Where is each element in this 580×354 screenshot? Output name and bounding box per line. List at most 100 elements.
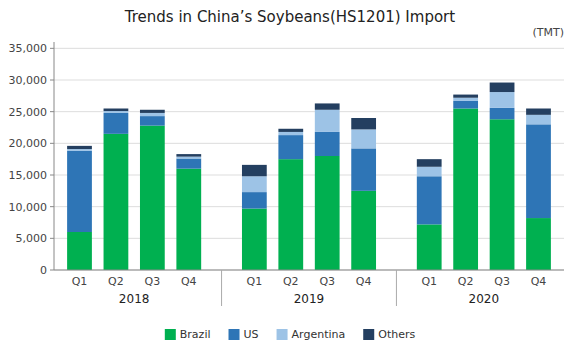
x-tick-label: Q4 (356, 275, 372, 288)
y-tick (50, 175, 54, 176)
bar-segment (490, 83, 515, 93)
legend-swatch (165, 329, 176, 340)
group-label: 2020 (469, 292, 500, 306)
chart: Trends in China’s Soybeans(HS1201) Impor… (0, 0, 580, 354)
y-tick (50, 270, 54, 271)
legend: Brazil US Argentina Others (165, 328, 416, 341)
group-label: 2019 (294, 292, 325, 306)
grid-line (54, 270, 564, 271)
bar-segment (351, 118, 376, 129)
legend-swatch (229, 329, 240, 340)
bar-segment (67, 149, 92, 151)
unit-label: (TMT) (532, 26, 564, 39)
y-tick-label: 35,000 (9, 42, 48, 55)
x-tick-label: Q1 (72, 275, 88, 288)
grid-line (54, 48, 564, 49)
y-tick-label: 25,000 (9, 106, 48, 119)
bar-segment (242, 176, 267, 192)
bar-segment (278, 159, 303, 270)
y-tick-label: 5,000 (16, 232, 48, 245)
bar-segment (278, 129, 303, 132)
x-tick-label: Q2 (283, 275, 299, 288)
bar-segment (140, 126, 165, 270)
bar-segment (315, 103, 340, 109)
y-axis (54, 42, 55, 270)
bar-segment (526, 124, 551, 218)
legend-label: Others (378, 328, 415, 341)
group-separator (221, 270, 222, 306)
x-tick-label: Q4 (531, 275, 547, 288)
bar-segment (176, 154, 201, 157)
bar-segment (278, 135, 303, 159)
bars (67, 83, 551, 270)
x-tick-label: Q3 (145, 275, 161, 288)
bar-segment (104, 134, 129, 270)
bar-segment (490, 108, 515, 119)
bar-segment (453, 98, 478, 101)
legend-item: Brazil (165, 328, 211, 341)
bar-segment (315, 132, 340, 156)
bar-segment (453, 109, 478, 271)
y-tick-label: 0 (40, 264, 47, 277)
y-tick-label: 15,000 (9, 169, 48, 182)
legend-item: Others (363, 328, 415, 341)
bar-segment (315, 110, 340, 132)
bar-segment (351, 191, 376, 270)
x-tick-label: Q1 (247, 275, 263, 288)
bar-segment (140, 116, 165, 126)
bar-segment (490, 92, 515, 108)
legend-item: Argentina (277, 328, 346, 341)
bar-segment (242, 209, 267, 270)
bar-segment (315, 156, 340, 270)
legend-item: US (229, 328, 259, 341)
bar-segment (417, 167, 442, 177)
bar-segment (67, 232, 92, 270)
grid-line (54, 238, 564, 239)
bar-segment (242, 192, 267, 208)
y-tick (50, 48, 54, 49)
legend-label: Argentina (292, 328, 346, 341)
y-tick-label: 30,000 (9, 74, 48, 87)
bar-segment (140, 113, 165, 116)
bar-segment (417, 159, 442, 167)
legend-swatch (277, 329, 288, 340)
grid-line (54, 175, 564, 176)
y-tick (50, 111, 54, 112)
group-label: 2018 (119, 292, 150, 306)
bar-segment (104, 111, 129, 113)
bar-segment (526, 218, 551, 270)
y-tick (50, 143, 54, 144)
x-tick-label: Q1 (421, 275, 437, 288)
y-tick-label: 20,000 (9, 137, 48, 150)
bar-segment (67, 146, 92, 149)
bar-segment (278, 132, 303, 135)
bar-segment (176, 157, 201, 159)
title: Trends in China’s Soybeans(HS1201) Impor… (124, 8, 455, 26)
x-tick-label: Q3 (319, 275, 335, 288)
x-tick-label: Q3 (494, 275, 510, 288)
bar-segment (351, 148, 376, 190)
grid-line (54, 206, 564, 207)
legend-label: US (244, 328, 259, 341)
bar-segment (453, 95, 478, 98)
bar-segment (242, 165, 267, 176)
grid-line (54, 111, 564, 112)
x-axis (54, 270, 564, 271)
bar-segment (490, 119, 515, 270)
y-tick (50, 206, 54, 207)
y-tick-label: 10,000 (9, 201, 48, 214)
bar-segment (417, 176, 442, 224)
bar-segment (526, 109, 551, 115)
y-tick (50, 80, 54, 81)
x-tick-label: Q2 (458, 275, 474, 288)
x-tick-label: Q2 (108, 275, 124, 288)
bar-segment (140, 110, 165, 113)
legend-swatch (363, 329, 374, 340)
legend-label: Brazil (180, 328, 211, 341)
bar-segment (176, 159, 201, 169)
bar-segment (104, 113, 129, 134)
bar-segment (453, 101, 478, 109)
y-tick (50, 238, 54, 239)
bar-segment (417, 224, 442, 270)
bar-segment (176, 169, 201, 270)
